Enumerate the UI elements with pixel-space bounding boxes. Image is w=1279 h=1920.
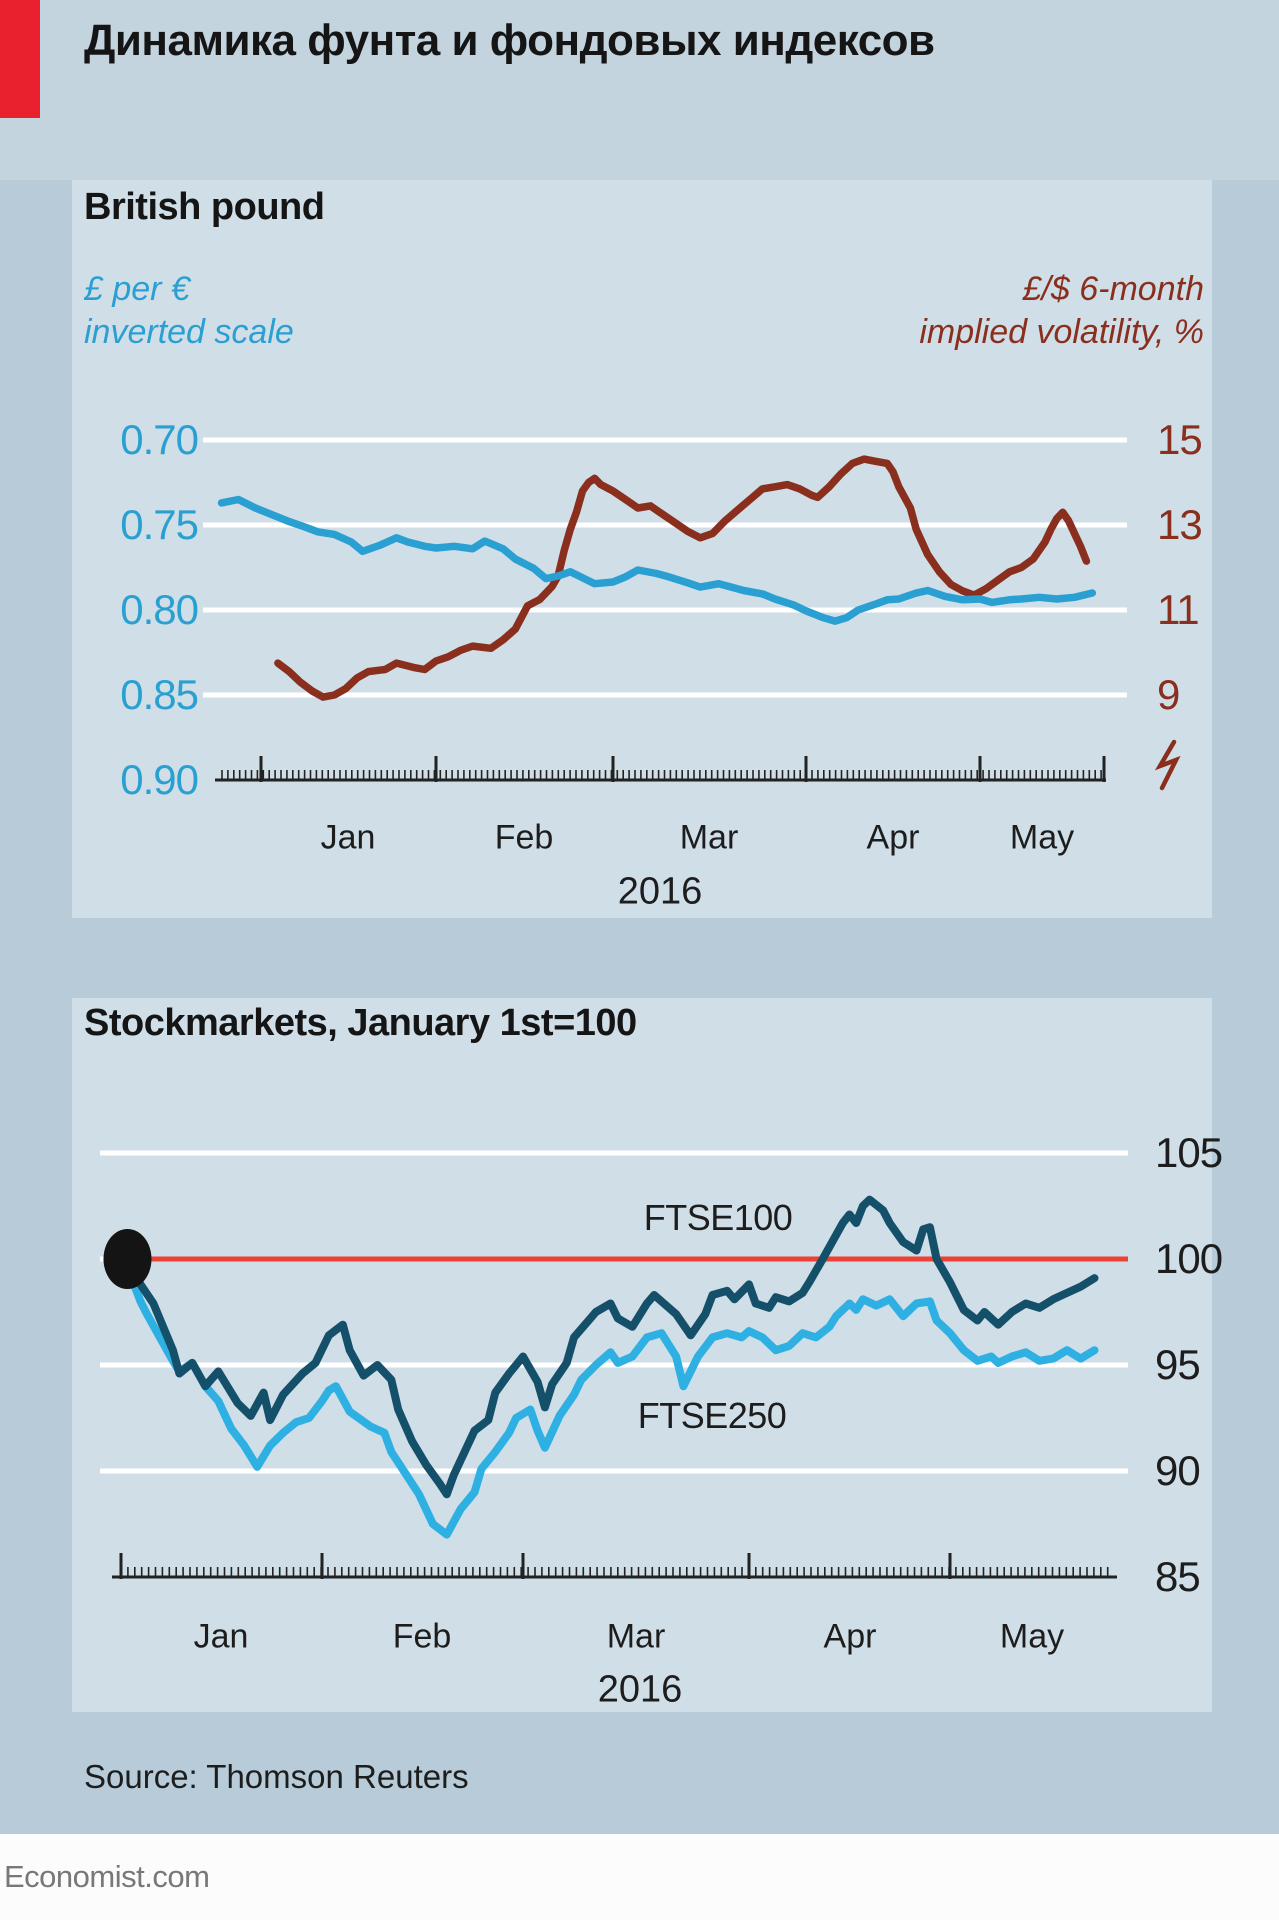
month-label: Jan	[193, 1617, 249, 1656]
stocks-axis-tick-label: 95	[1155, 1341, 1201, 1388]
right-axis-tick-label: 15	[1157, 416, 1203, 463]
right-axis-legend-line1: £/$ 6-month	[1022, 270, 1204, 308]
ftse100-series-label: FTSE100	[643, 1197, 793, 1238]
left-axis-tick-label: 0.85	[120, 671, 199, 718]
right-axis-legend-line2: implied volatility, %	[919, 313, 1204, 351]
left-axis-legend-line1: £ per €	[84, 270, 190, 308]
stocks-chart-title: Stockmarkets, January 1st=100	[84, 1002, 637, 1044]
left-axis-tick-label: 0.70	[120, 416, 199, 463]
pound-chart-title: British pound	[84, 186, 325, 228]
right-axis-tick-label: 9	[1157, 671, 1180, 718]
page-title: Динамика фунта и фондовых индексов	[84, 16, 935, 65]
right-axis-legend: £/$ 6-month implied volatility, %	[919, 268, 1204, 354]
right-axis-tick-label: 11	[1157, 586, 1200, 633]
month-label: May	[1009, 818, 1075, 857]
month-label: Mar	[606, 1617, 666, 1656]
month-label: Jan	[320, 818, 376, 857]
left-axis-tick-label: 0.90	[120, 756, 199, 803]
stocks-axis-tick-label: 90	[1155, 1447, 1201, 1494]
stocks-axis-tick-label: 100	[1155, 1235, 1223, 1282]
footer-brand: Economist.com	[4, 1859, 210, 1894]
month-label: Mar	[679, 818, 739, 857]
month-label: May	[999, 1617, 1065, 1656]
month-label: Feb	[494, 818, 554, 857]
left-axis-legend: £ per € inverted scale	[84, 268, 294, 354]
month-label: Apr	[823, 1617, 877, 1656]
stocks-axis-tick-label: 105	[1155, 1129, 1223, 1176]
brand-red-block-icon	[0, 0, 40, 118]
left-axis-legend-line2: inverted scale	[84, 313, 294, 351]
source-note: Source: Thomson Reuters	[84, 1758, 469, 1795]
year-label: 2016	[597, 1668, 683, 1711]
ftse250-series-label: FTSE250	[637, 1395, 787, 1436]
year-label: 2016	[617, 870, 703, 913]
month-label: Apr	[866, 818, 920, 857]
header-zone	[0, 0, 1279, 180]
left-axis-tick-label: 0.75	[120, 501, 199, 548]
stocks-axis-tick-label: 85	[1155, 1553, 1201, 1600]
left-axis-tick-label: 0.80	[120, 586, 199, 633]
right-axis-tick-label: 13	[1157, 501, 1203, 548]
stocks-chart-panel: Stockmarkets, January 1st=100	[72, 998, 1212, 1712]
month-label: Feb	[392, 1617, 452, 1656]
footer-bar: Economist.com	[0, 1834, 1279, 1920]
